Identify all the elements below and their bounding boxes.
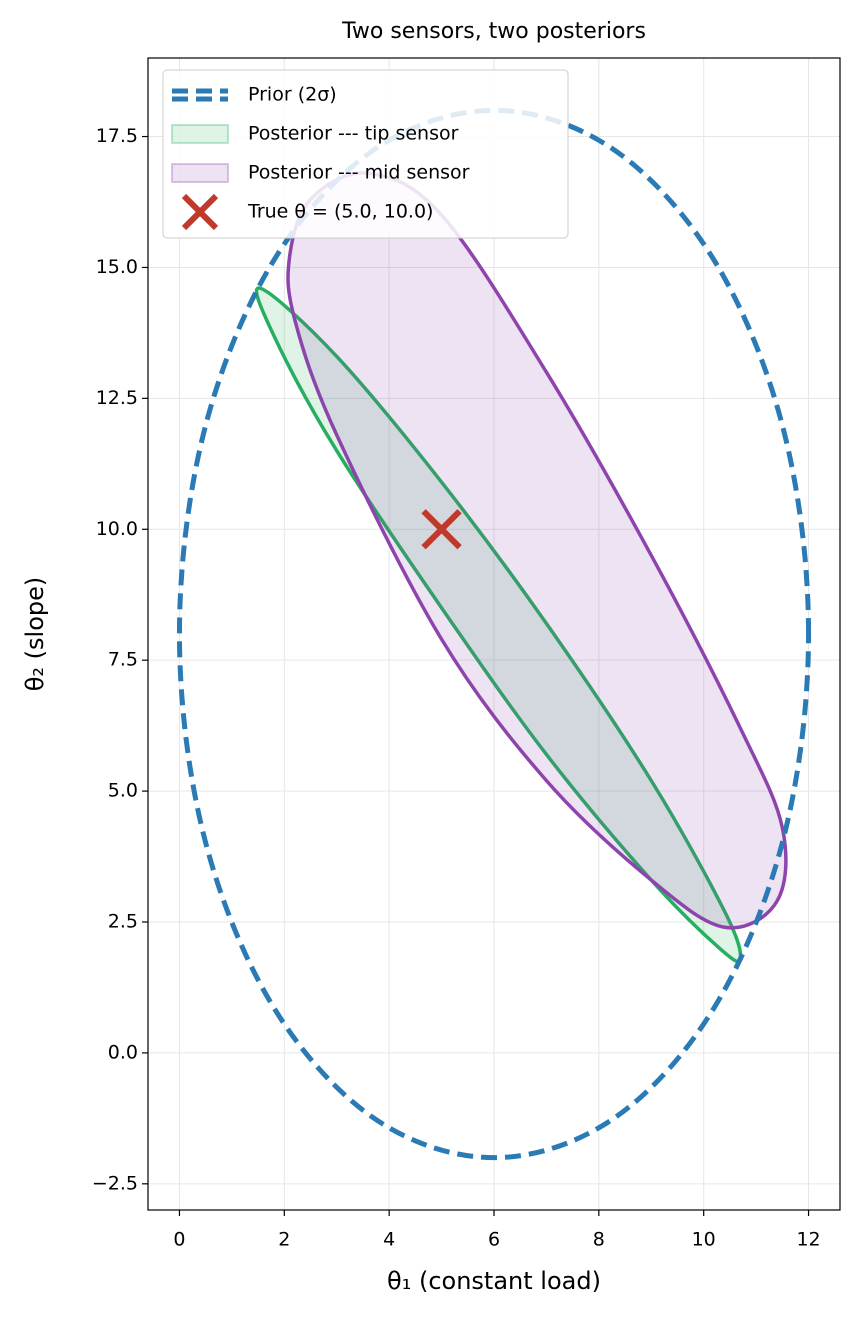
y-tick-label: 7.5 [108,649,138,671]
legend-label: Posterior --- mid sensor [248,162,470,184]
legend-box [162,69,569,239]
y-tick-label: 5.0 [108,780,138,802]
x-tick-label: 12 [796,1229,820,1251]
y-axis-label: θ₂ (slope) [21,577,49,692]
legend-swatch [181,193,219,231]
legend-swatch [171,163,229,183]
y-tick-label: 10.0 [96,518,138,540]
legend-label: True θ = (5.0, 10.0) [247,201,433,223]
x-axis-label: θ₁ (constant load) [387,1267,601,1295]
y-tick-label: 0.0 [108,1041,138,1063]
y-tick-label: 15.0 [96,256,138,278]
x-tick-label: 4 [383,1229,395,1251]
ellipse [286,171,788,930]
y-tick-label: 17.5 [96,125,138,147]
ellipse [176,107,812,1161]
x-tick-label: 6 [488,1229,500,1251]
legend-swatch [171,124,229,144]
legend-label: Posterior --- tip sensor [248,123,459,145]
x-tick-label: 2 [278,1229,290,1251]
x-tick-label: 10 [692,1229,716,1251]
y-tick-label: −2.5 [92,1172,138,1194]
chart-title: Two sensors, two posteriors [341,19,646,44]
legend-label: Prior (2σ) [248,84,337,106]
legend: Prior (2σ) Posterior --- tip sensor Poster… [162,69,569,239]
x-tick-label: 0 [173,1229,185,1251]
y-tick-label: 12.5 [96,387,138,409]
true-marker [421,509,462,550]
y-tick-label: 2.5 [108,911,138,933]
x-tick-label: 8 [593,1229,605,1251]
plot-frame [147,57,841,1211]
